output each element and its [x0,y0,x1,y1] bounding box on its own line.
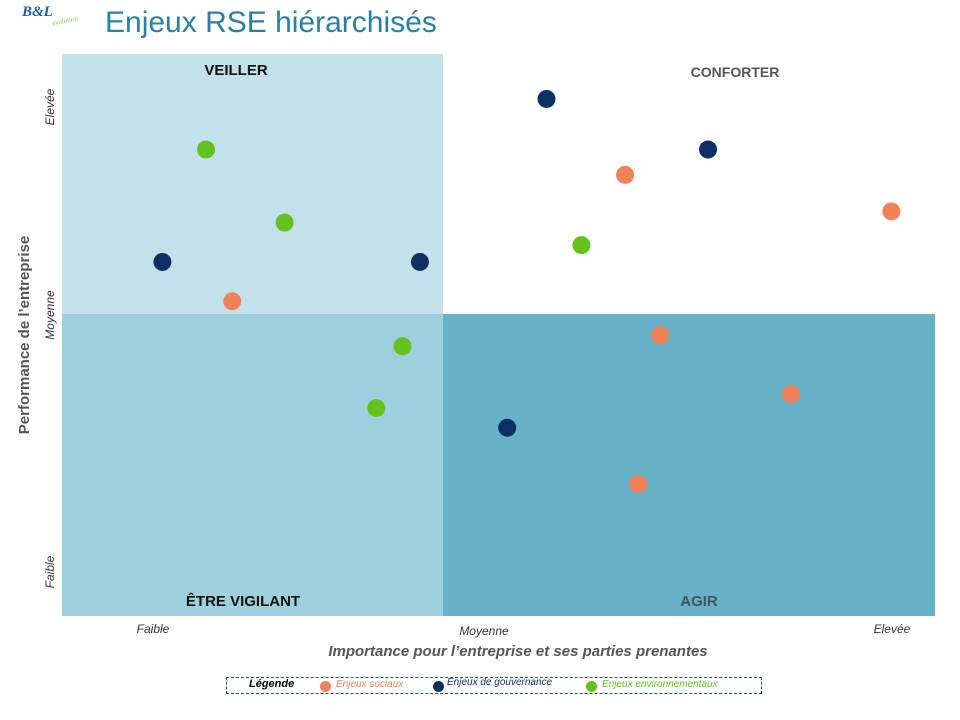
legend-title: Légende [249,678,295,690]
y-tick-label: Elevée [43,88,57,125]
legend-dot-environnement [586,681,597,692]
page-title: Enjeux RSE hiérarchisés [105,6,437,39]
data-point-gouvernance [498,418,517,437]
data-point-gouvernance [153,252,172,271]
data-point-social [629,474,648,493]
legend-dot-social [320,681,331,692]
x-tick-label: Elevée [874,622,911,636]
data-point-environnement [572,236,591,255]
x-tick-label: Moyenne [459,624,509,638]
data-point-gouvernance [699,140,718,159]
quadrant-label-veiller: VEILLER [204,62,268,79]
quadrant-label-agir: AGIR [680,593,718,610]
quadrant-veiller [62,54,443,314]
data-point-environnement [275,213,294,232]
logo-mark: B&L [22,4,53,20]
y-tick-label: Moyenne [43,290,57,340]
legend-dot-gouvernance [433,681,444,692]
x-axis-label: Importance pour l’entreprise et ses part… [328,643,707,660]
y-axis-label: Performance de l’entreprise [16,236,33,434]
data-points [153,89,901,493]
data-point-social [781,385,800,404]
quadrant-conforter [443,54,935,314]
data-point-environnement [393,337,412,356]
data-point-environnement [197,140,216,159]
legend-item-environnement: Enjeux environnementaux [602,679,718,690]
quadrant-label-etre-vigilant: ÊTRE VIGILANT [186,592,300,610]
company-logo: B&L évolution [22,4,82,30]
data-point-social [651,326,670,344]
legend [226,677,762,694]
data-point-social [223,292,242,311]
quadrant-label-conforter: CONFORTER [691,64,780,80]
y-tick-label: Faible [43,555,57,588]
quadrant-agir [443,314,935,616]
quadrant-etre-vigilant [62,314,443,616]
data-point-environnement [367,399,386,418]
data-point-gouvernance [537,89,556,108]
data-point-gouvernance [410,252,429,271]
data-point-social [882,202,901,221]
legend-item-gouvernance: Enjeux de gouvernance [447,677,553,688]
data-point-social [616,165,635,184]
legend-item-social: Enjeux sociaux [336,679,404,690]
x-tick-label: Faible [137,622,170,636]
